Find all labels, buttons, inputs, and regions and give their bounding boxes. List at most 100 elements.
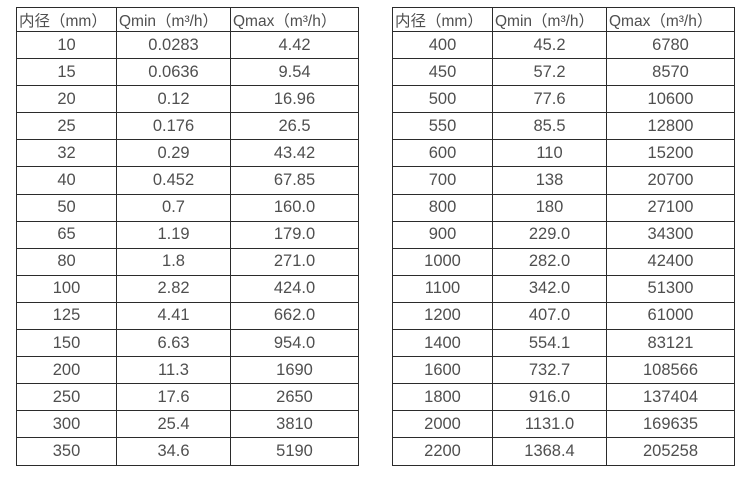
- cell-qmax: 16.96: [230, 85, 359, 114]
- cell-diameter: 80: [16, 247, 117, 276]
- cell-diameter: 800: [392, 193, 493, 222]
- cell-qmax: 1690: [230, 356, 359, 385]
- cell-qmax: 83121: [606, 329, 735, 358]
- cell-qmin: 6.63: [116, 329, 231, 358]
- table-row: 800 180 27100: [392, 193, 735, 222]
- table-row: 2000 1131.0 169635: [392, 410, 735, 439]
- table-row: 1600 732.7 108566: [392, 356, 735, 385]
- table-row: 550 85.5 12800: [392, 112, 735, 141]
- cell-diameter: 20: [16, 85, 117, 114]
- table-row: 40 0.452 67.85: [16, 166, 359, 195]
- table-row: 25 0.176 26.5: [16, 112, 359, 141]
- cell-diameter: 1800: [392, 383, 493, 412]
- cell-qmin: 0.12: [116, 85, 231, 114]
- cell-qmin: 1131.0: [492, 410, 607, 439]
- cell-diameter: 2000: [392, 410, 493, 439]
- cell-diameter: 150: [16, 329, 117, 358]
- cell-diameter: 400: [392, 30, 493, 60]
- cell-qmax: 205258: [606, 437, 735, 466]
- table-row: 900 229.0 34300: [392, 220, 735, 249]
- cell-qmin: 11.3: [116, 356, 231, 385]
- cell-qmin: 1.19: [116, 220, 231, 249]
- header-cell-diameter: 内径（mm）: [16, 7, 117, 32]
- cell-qmin: 138: [492, 166, 607, 195]
- cell-qmin: 916.0: [492, 383, 607, 412]
- cell-qmax: 15200: [606, 139, 735, 168]
- cell-qmax: 5190: [230, 437, 359, 466]
- cell-qmax: 51300: [606, 274, 735, 303]
- cell-diameter: 65: [16, 220, 117, 249]
- cell-qmax: 271.0: [230, 247, 359, 276]
- cell-diameter: 125: [16, 301, 117, 331]
- cell-qmax: 6780: [606, 30, 735, 60]
- table-header: 内径（mm） Qmin（m³/h） Qmax（m³/h）: [16, 7, 359, 32]
- table-row: 350 34.6 5190: [16, 437, 359, 466]
- cell-qmax: 43.42: [230, 139, 359, 168]
- cell-qmax: 3810: [230, 410, 359, 439]
- cell-qmin: 2.82: [116, 274, 231, 303]
- table-row: 1800 916.0 137404: [392, 383, 735, 412]
- table-row: 100 2.82 424.0: [16, 274, 359, 303]
- header-cell-qmin: Qmin（m³/h）: [492, 7, 607, 32]
- cell-diameter: 50: [16, 193, 117, 222]
- cell-diameter: 200: [16, 356, 117, 385]
- header-cell-qmax: Qmax（m³/h）: [230, 7, 359, 32]
- table-row: 1000 282.0 42400: [392, 247, 735, 276]
- header-row: 内径（mm） Qmin（m³/h） Qmax（m³/h）: [392, 7, 735, 32]
- cell-qmax: 61000: [606, 301, 735, 331]
- cell-qmin: 0.452: [116, 166, 231, 195]
- cell-diameter: 1100: [392, 274, 493, 303]
- flow-spec-table-small-diameters: 内径（mm） Qmin（m³/h） Qmax（m³/h） 10 0.0283 4.42 1…: [16, 7, 359, 466]
- cell-qmin: 4.41: [116, 301, 231, 331]
- table-row: 20 0.12 16.96: [16, 85, 359, 114]
- cell-diameter: 10: [16, 30, 117, 60]
- cell-qmin: 17.6: [116, 383, 231, 412]
- cell-diameter: 500: [392, 85, 493, 114]
- cell-qmin: 25.4: [116, 410, 231, 439]
- cell-qmax: 2650: [230, 383, 359, 412]
- cell-qmin: 34.6: [116, 437, 231, 466]
- cell-qmax: 10600: [606, 85, 735, 114]
- cell-qmin: 0.29: [116, 139, 231, 168]
- cell-qmax: 42400: [606, 247, 735, 276]
- cell-diameter: 25: [16, 112, 117, 141]
- table-row: 10 0.0283 4.42: [16, 30, 359, 60]
- cell-qmax: 424.0: [230, 274, 359, 303]
- cell-qmin: 0.176: [116, 112, 231, 141]
- table-row: 600 110 15200: [392, 139, 735, 168]
- table-row: 80 1.8 271.0: [16, 247, 359, 276]
- cell-qmax: 9.54: [230, 58, 359, 87]
- cell-qmax: 20700: [606, 166, 735, 195]
- table-row: 500 77.6 10600: [392, 85, 735, 114]
- spec-tables-container: 内径（mm） Qmin（m³/h） Qmax（m³/h） 10 0.0283 4.42 1…: [16, 7, 735, 466]
- cell-qmax: 8570: [606, 58, 735, 87]
- cell-diameter: 550: [392, 112, 493, 141]
- table-row: 700 138 20700: [392, 166, 735, 195]
- cell-qmin: 0.7: [116, 193, 231, 222]
- cell-qmin: 1368.4: [492, 437, 607, 466]
- header-row: 内径（mm） Qmin（m³/h） Qmax（m³/h）: [16, 7, 359, 32]
- cell-qmin: 554.1: [492, 329, 607, 358]
- table-row: 300 25.4 3810: [16, 410, 359, 439]
- cell-qmin: 342.0: [492, 274, 607, 303]
- table-row: 2200 1368.4 205258: [392, 437, 735, 466]
- table-row: 450 57.2 8570: [392, 58, 735, 87]
- cell-qmax: 67.85: [230, 166, 359, 195]
- cell-qmin: 732.7: [492, 356, 607, 385]
- cell-qmin: 0.0636: [116, 58, 231, 87]
- table-row: 32 0.29 43.42: [16, 139, 359, 168]
- cell-diameter: 1200: [392, 301, 493, 331]
- cell-qmax: 169635: [606, 410, 735, 439]
- cell-qmin: 180: [492, 193, 607, 222]
- table-header: 内径（mm） Qmin（m³/h） Qmax（m³/h）: [392, 7, 735, 32]
- cell-qmin: 85.5: [492, 112, 607, 141]
- cell-diameter: 450: [392, 58, 493, 87]
- table-row: 150 6.63 954.0: [16, 329, 359, 358]
- cell-diameter: 250: [16, 383, 117, 412]
- cell-qmax: 179.0: [230, 220, 359, 249]
- cell-qmax: 26.5: [230, 112, 359, 141]
- cell-qmax: 954.0: [230, 329, 359, 358]
- cell-diameter: 600: [392, 139, 493, 168]
- table-row: 200 11.3 1690: [16, 356, 359, 385]
- cell-diameter: 900: [392, 220, 493, 249]
